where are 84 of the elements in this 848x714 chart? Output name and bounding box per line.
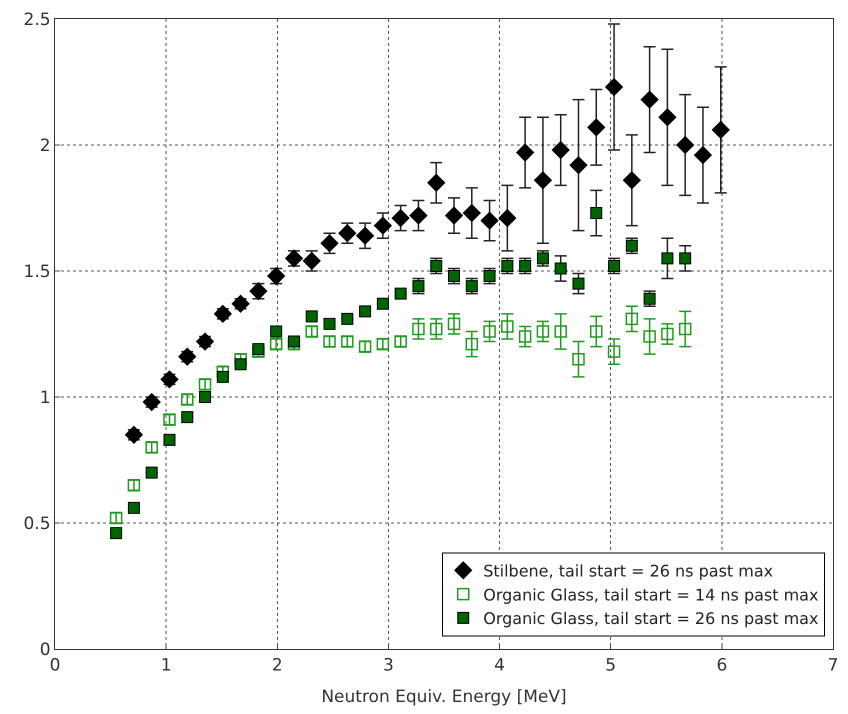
point	[142, 393, 161, 411]
point	[572, 278, 584, 290]
point	[643, 330, 656, 343]
point	[480, 212, 499, 230]
x-tick-label: 7	[828, 655, 838, 676]
point	[516, 144, 534, 162]
point	[622, 171, 641, 190]
point	[626, 312, 638, 326]
point	[501, 320, 514, 333]
point	[270, 325, 282, 338]
legend-label: Stilbene, tail start = 26 ns past max	[483, 562, 774, 581]
point	[252, 343, 264, 356]
point	[605, 78, 623, 96]
point	[232, 294, 250, 313]
point	[409, 206, 428, 225]
point	[216, 370, 229, 383]
y-tick-label: 2.5	[24, 10, 51, 30]
point	[679, 252, 692, 264]
point	[288, 336, 300, 348]
x-tick-label: 6	[716, 655, 728, 676]
x-axis-title: Neutron Equiv. Energy [MeV]	[321, 686, 567, 707]
point	[554, 262, 567, 274]
legend-label: Organic Glass, tail start = 14 ns past max	[483, 585, 818, 604]
x-tick-label: 5	[605, 655, 616, 676]
y-tick-label: 2	[40, 136, 51, 156]
point	[128, 502, 140, 514]
point	[430, 322, 442, 336]
point	[394, 288, 407, 300]
y-tick-label: 0	[40, 640, 51, 660]
point	[341, 312, 354, 325]
point	[178, 348, 196, 366]
point	[163, 434, 176, 446]
point	[483, 325, 496, 338]
point	[552, 141, 570, 159]
y-tick-label: 1	[40, 388, 51, 408]
legend-label: Organic Glass, tail start = 26 ns past max	[483, 609, 818, 628]
point	[658, 108, 676, 126]
point	[448, 318, 460, 330]
point	[608, 345, 620, 358]
point	[392, 209, 410, 228]
point	[676, 136, 694, 154]
point	[124, 426, 143, 444]
point	[661, 328, 674, 340]
point	[356, 226, 374, 245]
point	[678, 322, 692, 336]
point	[181, 411, 194, 424]
point	[427, 174, 446, 192]
point	[518, 330, 532, 343]
y-tick-label: 1.5	[24, 262, 51, 282]
x-tick-label: 1	[160, 655, 172, 676]
x-tick-label: 4	[494, 655, 505, 676]
x-tick-label: 3	[383, 655, 394, 676]
point	[536, 325, 550, 338]
point	[146, 466, 158, 479]
point	[214, 304, 232, 323]
point	[302, 252, 321, 270]
point	[445, 206, 463, 225]
point	[554, 325, 567, 338]
point	[234, 358, 247, 370]
point	[466, 338, 478, 350]
point	[640, 90, 659, 109]
point	[412, 322, 425, 336]
point	[590, 325, 603, 338]
point	[661, 252, 674, 264]
point	[462, 204, 481, 222]
point	[590, 207, 602, 220]
point	[570, 156, 588, 174]
point	[694, 146, 712, 164]
point	[196, 332, 214, 351]
point	[534, 171, 552, 190]
x-tick-label: 2	[272, 655, 283, 676]
point	[712, 120, 730, 139]
point	[572, 352, 585, 366]
point	[199, 391, 212, 403]
point	[306, 310, 318, 322]
point	[376, 298, 389, 310]
point	[324, 318, 336, 330]
y-tick-label: 0.5	[24, 514, 51, 534]
point	[498, 209, 516, 228]
point	[374, 216, 392, 235]
point	[359, 305, 372, 318]
point	[160, 370, 178, 388]
point	[587, 118, 606, 136]
point	[110, 527, 122, 540]
